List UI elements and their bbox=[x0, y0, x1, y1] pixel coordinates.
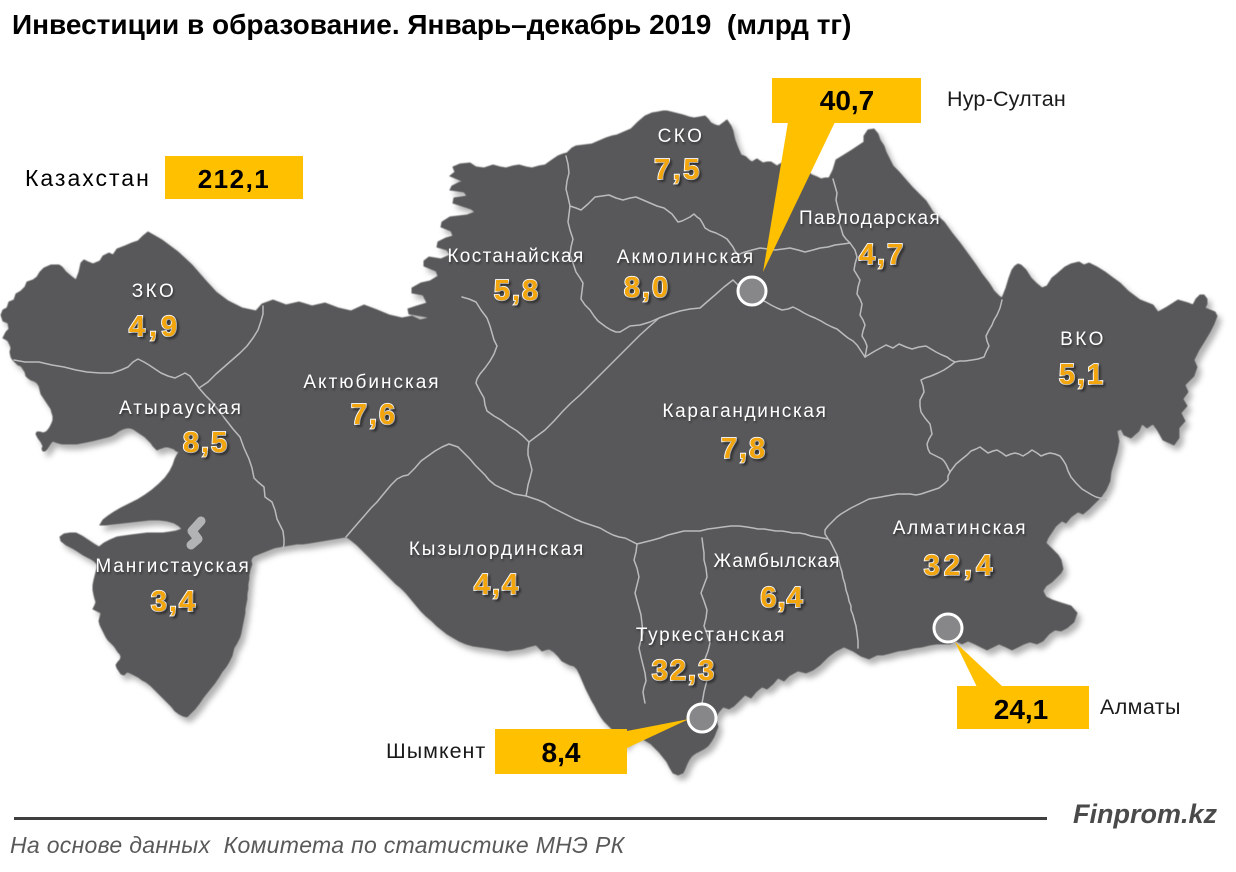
svg-text:3,4: 3,4 bbox=[151, 586, 197, 618]
svg-text:Мангистауская: Мангистауская bbox=[95, 556, 250, 577]
svg-text:4,9: 4,9 bbox=[129, 311, 181, 343]
svg-text:Павлодарская: Павлодарская bbox=[799, 208, 941, 229]
svg-text:32,4: 32,4 bbox=[924, 550, 996, 582]
svg-text:Алматы: Алматы bbox=[1100, 695, 1181, 719]
svg-text:212,1: 212,1 bbox=[198, 164, 271, 194]
svg-text:5,8: 5,8 bbox=[494, 275, 540, 307]
svg-text:7,5: 7,5 bbox=[654, 154, 702, 186]
svg-text:Костанайская: Костанайская bbox=[447, 246, 584, 267]
svg-text:Finprom.kz: Finprom.kz bbox=[1073, 799, 1218, 829]
svg-text:6,4: 6,4 bbox=[760, 582, 803, 614]
svg-text:8,5: 8,5 bbox=[183, 427, 229, 459]
svg-text:7,8: 7,8 bbox=[721, 433, 767, 465]
svg-text:Атырауская: Атырауская bbox=[119, 398, 243, 419]
svg-text:Кызылординская: Кызылординская bbox=[409, 539, 585, 560]
svg-text:4,4: 4,4 bbox=[474, 569, 520, 601]
svg-text:40,7: 40,7 bbox=[820, 85, 875, 116]
svg-text:Актюбинская: Актюбинская bbox=[303, 372, 440, 393]
svg-text:ВКО: ВКО bbox=[1060, 329, 1106, 350]
svg-text:5,1: 5,1 bbox=[1059, 359, 1105, 391]
svg-text:На основе данных Комитета по: На основе данных Комитета по статистике … bbox=[10, 832, 626, 858]
svg-text:ЗКО: ЗКО bbox=[132, 281, 177, 302]
svg-text:8,4: 8,4 bbox=[542, 737, 581, 768]
svg-text:4,7: 4,7 bbox=[859, 239, 905, 271]
svg-text:8,0: 8,0 bbox=[624, 272, 670, 304]
svg-text:Казахстан: Казахстан bbox=[25, 165, 151, 191]
svg-text:Нур-Султан: Нур-Султан bbox=[947, 87, 1066, 111]
svg-text:24,1: 24,1 bbox=[994, 694, 1049, 725]
svg-text:Шымкент: Шымкент bbox=[386, 739, 486, 763]
svg-text:Карагандинская: Карагандинская bbox=[662, 401, 827, 422]
svg-text:Жамбылская: Жамбылская bbox=[714, 551, 841, 572]
svg-text:32,3: 32,3 bbox=[652, 655, 716, 687]
svg-text:СКО: СКО bbox=[658, 126, 705, 147]
svg-text:Акмолинская: Акмолинская bbox=[617, 247, 756, 268]
svg-text:7,6: 7,6 bbox=[351, 399, 397, 431]
svg-text:Инвестиции в образование. Янва: Инвестиции в образование. Январь–декабрь… bbox=[12, 9, 851, 40]
svg-text:Туркестанская: Туркестанская bbox=[636, 625, 786, 646]
svg-text:Алматинская: Алматинская bbox=[893, 518, 1028, 539]
